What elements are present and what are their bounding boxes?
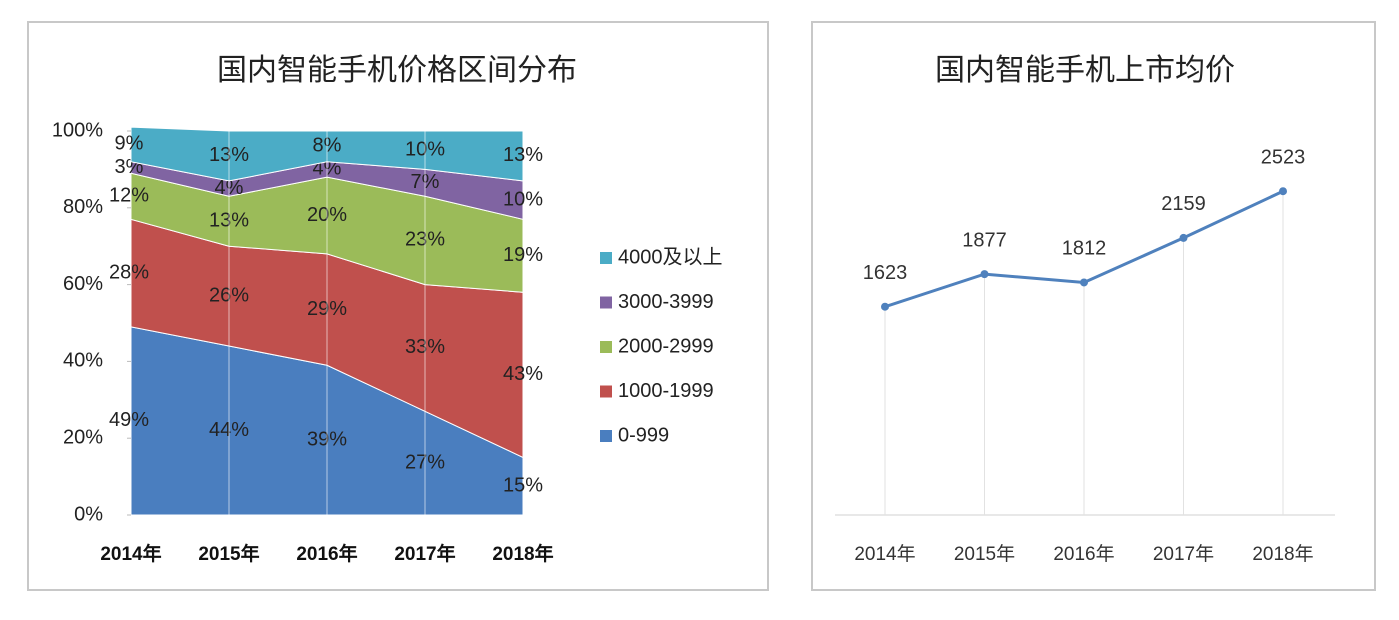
x-tick-label: 2018年 bbox=[1252, 543, 1313, 565]
data-label: 15% bbox=[503, 474, 543, 496]
point bbox=[980, 270, 989, 279]
legend-swatch bbox=[600, 430, 612, 442]
data-label: 1812 bbox=[1062, 238, 1107, 260]
point bbox=[1179, 233, 1188, 242]
x-tick-label: 2015年 bbox=[198, 542, 259, 565]
x-tick-label: 2018年 bbox=[492, 542, 553, 565]
x-tick-label: 2014年 bbox=[854, 543, 915, 565]
data-label: 12% bbox=[109, 185, 149, 207]
legend-label: 0-999 bbox=[618, 424, 669, 446]
x-tick-label: 2016年 bbox=[1053, 543, 1114, 565]
x-tick-label: 2017年 bbox=[1153, 543, 1214, 565]
data-label: 1877 bbox=[962, 229, 1007, 251]
point bbox=[1279, 187, 1287, 196]
y-tick-label: 100% bbox=[52, 119, 103, 141]
y-tick-label: 0% bbox=[74, 503, 103, 525]
data-label: 13% bbox=[503, 144, 543, 166]
legend-label: 1000-1999 bbox=[618, 380, 714, 402]
chart-title: 国内智能手机上市均价 bbox=[935, 54, 1235, 87]
legend-swatch bbox=[600, 385, 612, 398]
x-tick-label: 2014年 bbox=[100, 542, 161, 565]
data-label: 28% bbox=[109, 261, 149, 283]
legend-swatch bbox=[600, 296, 612, 309]
chart-title: 国内智能手机价格区间分布 bbox=[217, 54, 577, 87]
x-tick-label: 2015年 bbox=[954, 543, 1015, 565]
right-panel bbox=[811, 21, 1376, 591]
y-tick-label: 60% bbox=[63, 273, 103, 295]
data-label: 19% bbox=[503, 244, 543, 266]
legend-label: 4000及以上 bbox=[618, 245, 723, 268]
legend-swatch bbox=[600, 341, 612, 353]
y-tick-label: 20% bbox=[63, 426, 103, 448]
point bbox=[1080, 278, 1088, 287]
point bbox=[881, 302, 889, 311]
legend-label: 3000-3999 bbox=[618, 291, 714, 313]
data-label: 49% bbox=[109, 409, 149, 431]
y-tick-label: 40% bbox=[63, 350, 103, 372]
data-label: 1623 bbox=[863, 262, 908, 284]
data-label: 2159 bbox=[1161, 193, 1206, 215]
legend-swatch bbox=[600, 252, 612, 264]
data-label: 10% bbox=[503, 188, 543, 210]
legend-label: 2000-2999 bbox=[618, 335, 714, 357]
y-tick-label: 80% bbox=[63, 196, 103, 218]
data-label: 43% bbox=[503, 363, 543, 385]
data-label: 9% bbox=[115, 133, 144, 155]
data-label: 2523 bbox=[1261, 146, 1306, 168]
x-tick-label: 2016年 bbox=[296, 542, 357, 565]
x-tick-label: 2017年 bbox=[394, 542, 455, 565]
